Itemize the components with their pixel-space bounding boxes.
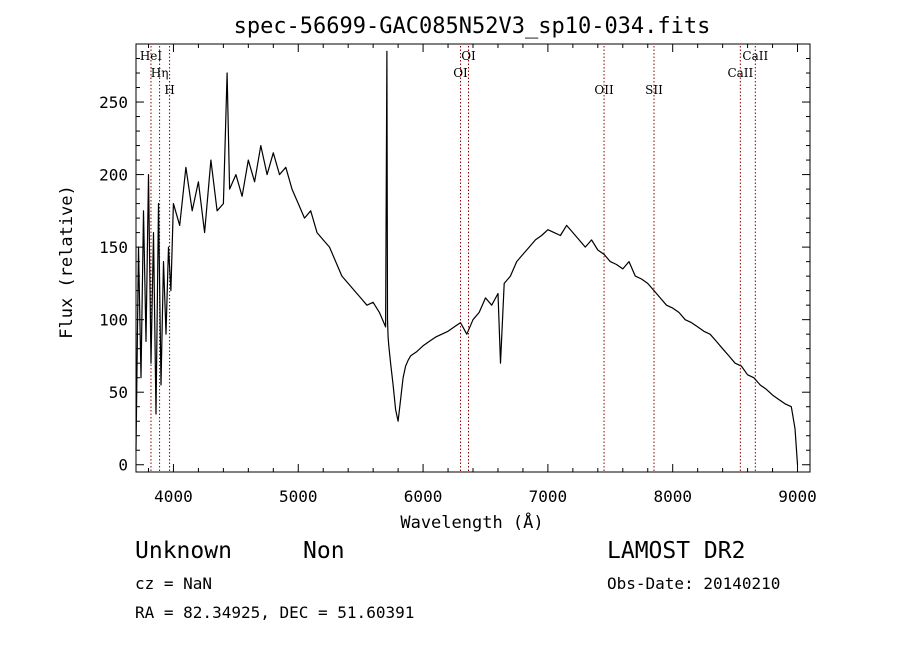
x-tick-label: 6000 (404, 487, 443, 506)
y-axis-label: Flux (relative) (57, 185, 77, 339)
line-marker-label: HeI (140, 49, 163, 63)
object-class: Unknown (135, 538, 232, 564)
x-tick-label: 7000 (529, 487, 568, 506)
x-tick-label: 4000 (154, 487, 193, 506)
axis-ticks: 4000 5000 6000 7000 8000 9000 0 50 100 150 200 250 (99, 44, 817, 506)
x-tick-label: 9000 (778, 487, 817, 506)
object-subclass: Non (303, 538, 345, 564)
line-marker-label: CaII (742, 49, 768, 63)
survey-name: LAMOST DR2 (607, 538, 746, 564)
line-marker-label: OII (594, 83, 614, 97)
line-marker-label: SII (645, 83, 663, 97)
chart-title: spec-56699-GAC085N52V3_sp10-034.fits (234, 14, 711, 39)
x-axis-label: Wavelength (Å) (400, 511, 543, 533)
line-marker-label: H (164, 83, 174, 97)
y-tick-label: 0 (118, 456, 128, 475)
plot-frame (135, 43, 811, 473)
line-marker-label: CaII (727, 66, 753, 80)
y-tick-label: 100 (99, 311, 128, 330)
x-tick-label: 8000 (653, 487, 692, 506)
line-marker-label: OI (461, 49, 476, 63)
coordinates: RA = 82.34925, DEC = 51.60391 (135, 603, 415, 622)
line-marker-label: OI (453, 66, 468, 80)
spectrum-line (135, 50, 799, 465)
x-tick-label: 5000 (279, 487, 318, 506)
y-tick-label: 50 (109, 383, 128, 402)
observation-date: Obs-Date: 20140210 (607, 574, 781, 593)
redshift-cz: cz = NaN (135, 574, 213, 593)
line-markers: HeI Hη H OI OI OII SII CaII CaII (140, 46, 768, 472)
y-tick-label: 200 (99, 166, 128, 185)
y-tick-label: 250 (99, 93, 128, 112)
y-tick-label: 150 (99, 238, 128, 257)
line-marker-label: Hη (151, 66, 169, 80)
